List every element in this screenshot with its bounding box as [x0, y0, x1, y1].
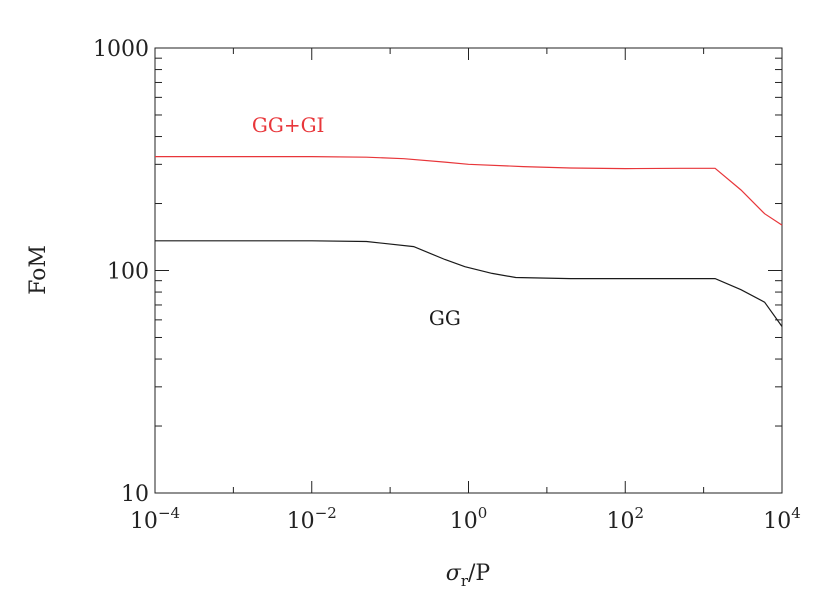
series-line	[155, 156, 783, 226]
y-axis-title: FoM	[26, 245, 51, 295]
x-tick-label: 10−2	[287, 504, 337, 534]
series-line	[155, 240, 783, 327]
axis-ticks	[154, 47, 783, 494]
plot-frame	[154, 47, 783, 494]
x-tick-label: 100	[450, 504, 488, 534]
y-tick-label: 100	[107, 260, 149, 285]
x-tick-label: 104	[763, 504, 801, 534]
y-tick-label: 1000	[93, 37, 149, 62]
tick-labels: 10−4 10−2 100 102 104 10 100 1000	[93, 37, 801, 534]
series-lines	[155, 156, 783, 327]
series-labels: GG+GI GG	[252, 113, 461, 330]
x-axis-title-rest: /P	[468, 561, 490, 586]
series-label: GG	[429, 306, 461, 330]
x-axis-title: σr/P	[446, 561, 491, 590]
x-tick-label: 10−4	[130, 504, 180, 534]
series-label: GG+GI	[252, 113, 325, 137]
y-tick-label: 10	[121, 482, 149, 507]
x-tick-label: 102	[606, 504, 644, 534]
x-axis-title-subscript: r	[461, 572, 469, 590]
x-axis-title-symbol: σ	[446, 561, 462, 586]
